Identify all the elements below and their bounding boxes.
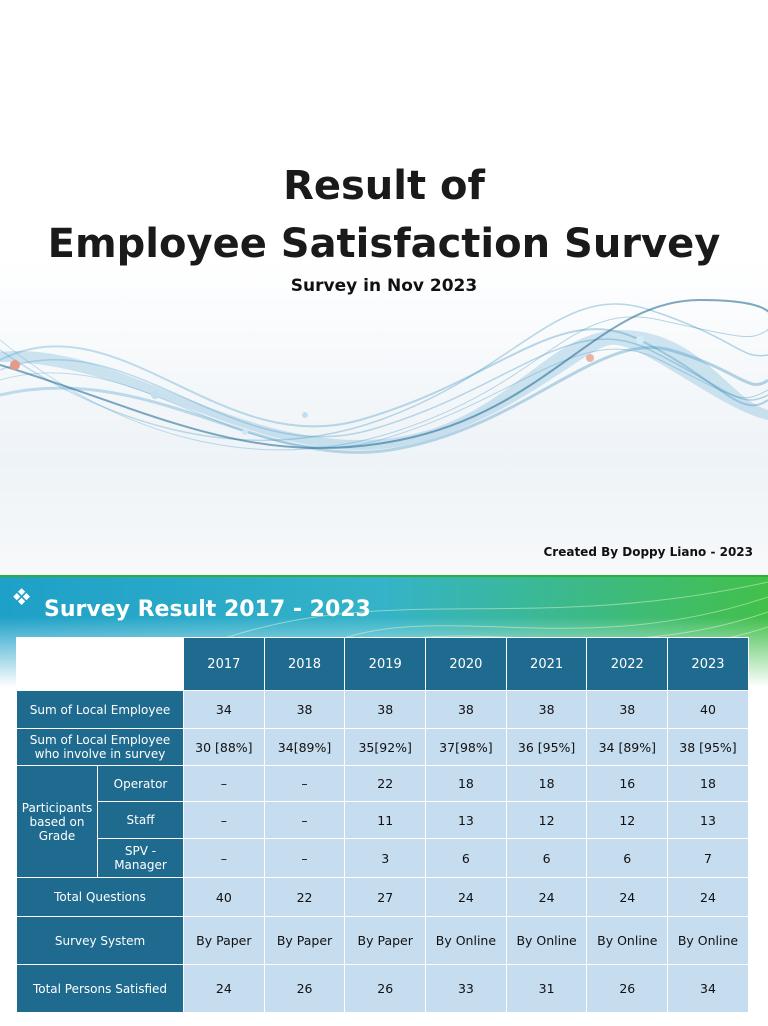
slide-heading: Survey Result 2017 - 2023 bbox=[44, 597, 371, 622]
row-label: Sum of Local Employee who involve in sur… bbox=[16, 728, 184, 766]
year-header: 2022 bbox=[586, 637, 669, 691]
row-label: Operator bbox=[97, 765, 184, 802]
table-cell: 18 bbox=[425, 765, 507, 802]
table-cell: 34[89%] bbox=[263, 728, 346, 766]
table-cell: By Paper bbox=[344, 916, 427, 965]
results-slide: Survey Result 2017 - 2023 2017 2018 2019 20… bbox=[0, 575, 768, 1026]
table-cell: 18 bbox=[505, 765, 588, 802]
table-cell: 6 bbox=[505, 838, 588, 878]
table-cell: 34 [89%] bbox=[586, 728, 669, 766]
table-cell: 26 bbox=[344, 964, 427, 1013]
table-row: Participants based on Grade Operator – –22 1… bbox=[16, 765, 749, 878]
table-cell: 40 bbox=[667, 690, 749, 729]
table-cell: 24 bbox=[667, 877, 749, 917]
wave-decoration bbox=[0, 298, 768, 454]
table-cell: 34 bbox=[667, 964, 749, 1013]
corner-cell bbox=[16, 637, 184, 691]
table-cell: 27 bbox=[344, 877, 427, 917]
table-cell: 12 bbox=[505, 801, 588, 839]
table-cell: 13 bbox=[425, 801, 507, 839]
table-cell: 36 [95%] bbox=[505, 728, 588, 766]
table-cell: By Paper bbox=[263, 916, 346, 965]
table-cell: 38 bbox=[344, 690, 427, 729]
table-row: Total Questions 40 22 27 24 24 24 24 bbox=[16, 877, 749, 917]
table-cell: 38 bbox=[263, 690, 346, 729]
bullet-icon bbox=[13, 588, 30, 605]
title-line: Employee Satisfaction Survey bbox=[47, 221, 721, 267]
table-cell: 34 bbox=[183, 690, 265, 729]
table-cell: – bbox=[183, 765, 265, 802]
year-header: 2021 bbox=[505, 637, 588, 691]
title-line: Result of bbox=[283, 163, 485, 209]
table-row: Sum of Local Employee 34 38 38 38 38 38 40 bbox=[16, 690, 749, 729]
table-cell: – bbox=[183, 838, 265, 878]
table-row: Sum of Local Employee who involve in sur… bbox=[16, 728, 749, 766]
year-header: 2020 bbox=[425, 637, 507, 691]
table-cell: – bbox=[263, 765, 346, 802]
table-cell: 30 [88%] bbox=[183, 728, 265, 766]
year-header: 2019 bbox=[344, 637, 427, 691]
table-cell: 3 bbox=[344, 838, 427, 878]
row-label: Total Questions bbox=[16, 877, 184, 917]
table-cell: 26 bbox=[586, 964, 669, 1013]
table-cell: 40 bbox=[183, 877, 265, 917]
table-cell: 11 bbox=[344, 801, 427, 839]
table-cell: 22 bbox=[263, 877, 346, 917]
table-cell: By Online bbox=[505, 916, 588, 965]
subtitle: Survey in Nov 2023 bbox=[290, 276, 478, 296]
table-cell: 37[98%] bbox=[425, 728, 507, 766]
table-cell: 16 bbox=[586, 765, 669, 802]
table-cell: 33 bbox=[425, 964, 507, 1013]
row-label: SPV - Manager bbox=[97, 838, 184, 878]
table-cell: 38 bbox=[586, 690, 669, 729]
table-cell: 38 [95%] bbox=[667, 728, 749, 766]
table-cell: 24 bbox=[505, 877, 588, 917]
table-cell: 24 bbox=[425, 877, 507, 917]
table-cell: 38 bbox=[505, 690, 588, 729]
table-cell: 6 bbox=[425, 838, 507, 878]
table-cell: 31 bbox=[505, 964, 588, 1013]
results-table: 2017 2018 2019 2020 2021 2022 2023 Sum of Local… bbox=[16, 637, 749, 1013]
table-cell: 18 bbox=[667, 765, 749, 802]
row-label: Total Persons Satisfied bbox=[16, 964, 184, 1013]
table-cell: 35[92%] bbox=[344, 728, 427, 766]
table-cell: 24 bbox=[183, 964, 265, 1013]
year-header: 2017 bbox=[183, 637, 265, 691]
cover-slide: Result of Employee Satisfaction Survey S… bbox=[0, 0, 768, 575]
table-cell: By Online bbox=[586, 916, 669, 965]
row-label: Staff bbox=[97, 801, 184, 839]
row-label: Participants based on Grade bbox=[16, 765, 98, 878]
table-cell: 24 bbox=[586, 877, 669, 917]
row-label: Survey System bbox=[16, 916, 184, 965]
table-cell: 38 bbox=[425, 690, 507, 729]
table-cell: 13 bbox=[667, 801, 749, 839]
table-cell: – bbox=[183, 801, 265, 839]
table-cell: By Online bbox=[667, 916, 749, 965]
table-row: Total Persons Satisfied 24 26 26 33 31 26 34 bbox=[16, 964, 749, 1013]
table-row: SPV - Manager – –3 6 6 6 7 bbox=[17, 838, 749, 878]
row-label: Sum of Local Employee bbox=[16, 690, 184, 729]
table-cell: By Paper bbox=[183, 916, 265, 965]
table-cell: – bbox=[263, 801, 346, 839]
table-row: Survey System By Paper By Paper By Paper By … bbox=[16, 916, 749, 965]
table-cell: By Online bbox=[425, 916, 507, 965]
table-cell: – bbox=[263, 838, 346, 878]
table-cell: 7 bbox=[667, 838, 749, 878]
year-header: 2023 bbox=[667, 637, 749, 691]
table-cell: 26 bbox=[263, 964, 346, 1013]
table-row: Staff – –11 13 12 12 13 bbox=[17, 801, 749, 839]
table-cell: 22 bbox=[344, 765, 427, 802]
table-cell: 6 bbox=[586, 838, 669, 878]
table-cell: 12 bbox=[586, 801, 669, 839]
table-row: 2017 2018 2019 2020 2021 2022 2023 bbox=[16, 637, 749, 691]
credit: Created By Doppy Liano - 2023 bbox=[543, 545, 753, 559]
year-header: 2018 bbox=[263, 637, 346, 691]
